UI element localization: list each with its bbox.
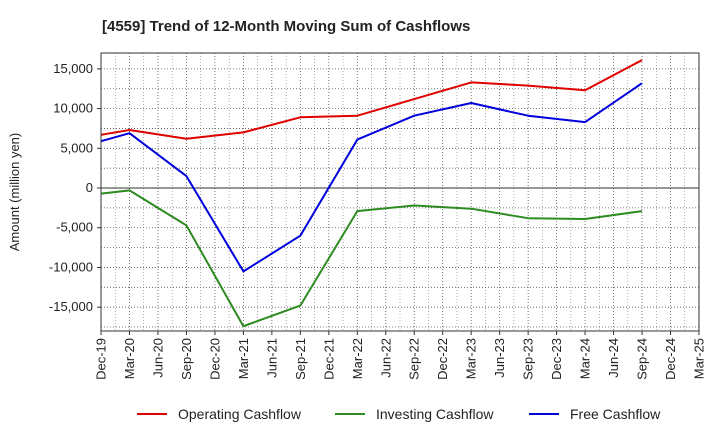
series-line-investing-cashflow	[100, 189, 643, 328]
y-tick-label: 5,000	[60, 140, 93, 155]
y-axis-label: Amount (million yen)	[7, 133, 22, 252]
x-tick-label: Jun-24	[606, 338, 621, 378]
legend-label: Operating Cashflow	[178, 406, 302, 422]
x-tick-label: Dec-20	[207, 338, 222, 380]
x-tick-label: Dec-19	[94, 338, 109, 380]
x-tick-label: Jun-23	[492, 338, 507, 378]
series-line-free-cashflow	[100, 82, 643, 273]
y-tick-label: 0	[86, 180, 93, 195]
x-tick-label: Jun-20	[150, 338, 165, 378]
x-tick-label: Sep-24	[635, 338, 650, 380]
x-tick-label: Dec-24	[663, 338, 678, 380]
legend-label: Free Cashflow	[570, 406, 661, 422]
y-tick-label: 15,000	[53, 61, 93, 76]
x-tick-label: Mar-24	[578, 338, 593, 379]
x-tick-label: Jun-22	[378, 338, 393, 378]
y-tick-label: -5,000	[56, 220, 93, 235]
series-group	[100, 59, 643, 328]
x-tick-label: Sep-22	[407, 338, 422, 380]
y-tick-labels: 15,000 10,000 5,000 0 -5,000 -10,000 -15,000	[49, 61, 101, 314]
x-tick-label: Mar-23	[464, 338, 479, 379]
x-tick-label: Dec-21	[321, 338, 336, 380]
x-tick-label: Jun-21	[264, 338, 279, 378]
y-tick-label: 10,000	[53, 101, 93, 116]
x-tick-labels: Dec-19 Mar-20 Jun-20 Sep-20 Dec-20 Mar-21 Jun-…	[94, 331, 707, 380]
legend-label: Investing Cashflow	[376, 406, 494, 422]
x-tick-label: Mar-20	[122, 338, 137, 379]
x-tick-label: Dec-23	[549, 338, 564, 380]
legend: Operating Cashflow Investing Cashflow Free…	[137, 406, 661, 422]
series-line-operating-cashflow	[100, 59, 643, 140]
x-tick-label: Mar-25	[692, 338, 707, 379]
x-tick-label: Mar-21	[236, 338, 251, 379]
grid	[100, 53, 700, 331]
x-tick-label: Sep-20	[179, 338, 194, 380]
x-tick-label: Sep-21	[293, 338, 308, 380]
chart-title: [4559] Trend of 12-Month Moving Sum of C…	[102, 18, 470, 35]
plot-area-frame	[100, 52, 700, 332]
x-tick-label: Sep-23	[521, 338, 536, 380]
y-tick-label: -15,000	[49, 299, 93, 314]
x-tick-label: Mar-22	[350, 338, 365, 379]
y-tick-label: -10,000	[49, 259, 93, 274]
x-tick-label: Dec-22	[435, 338, 450, 380]
